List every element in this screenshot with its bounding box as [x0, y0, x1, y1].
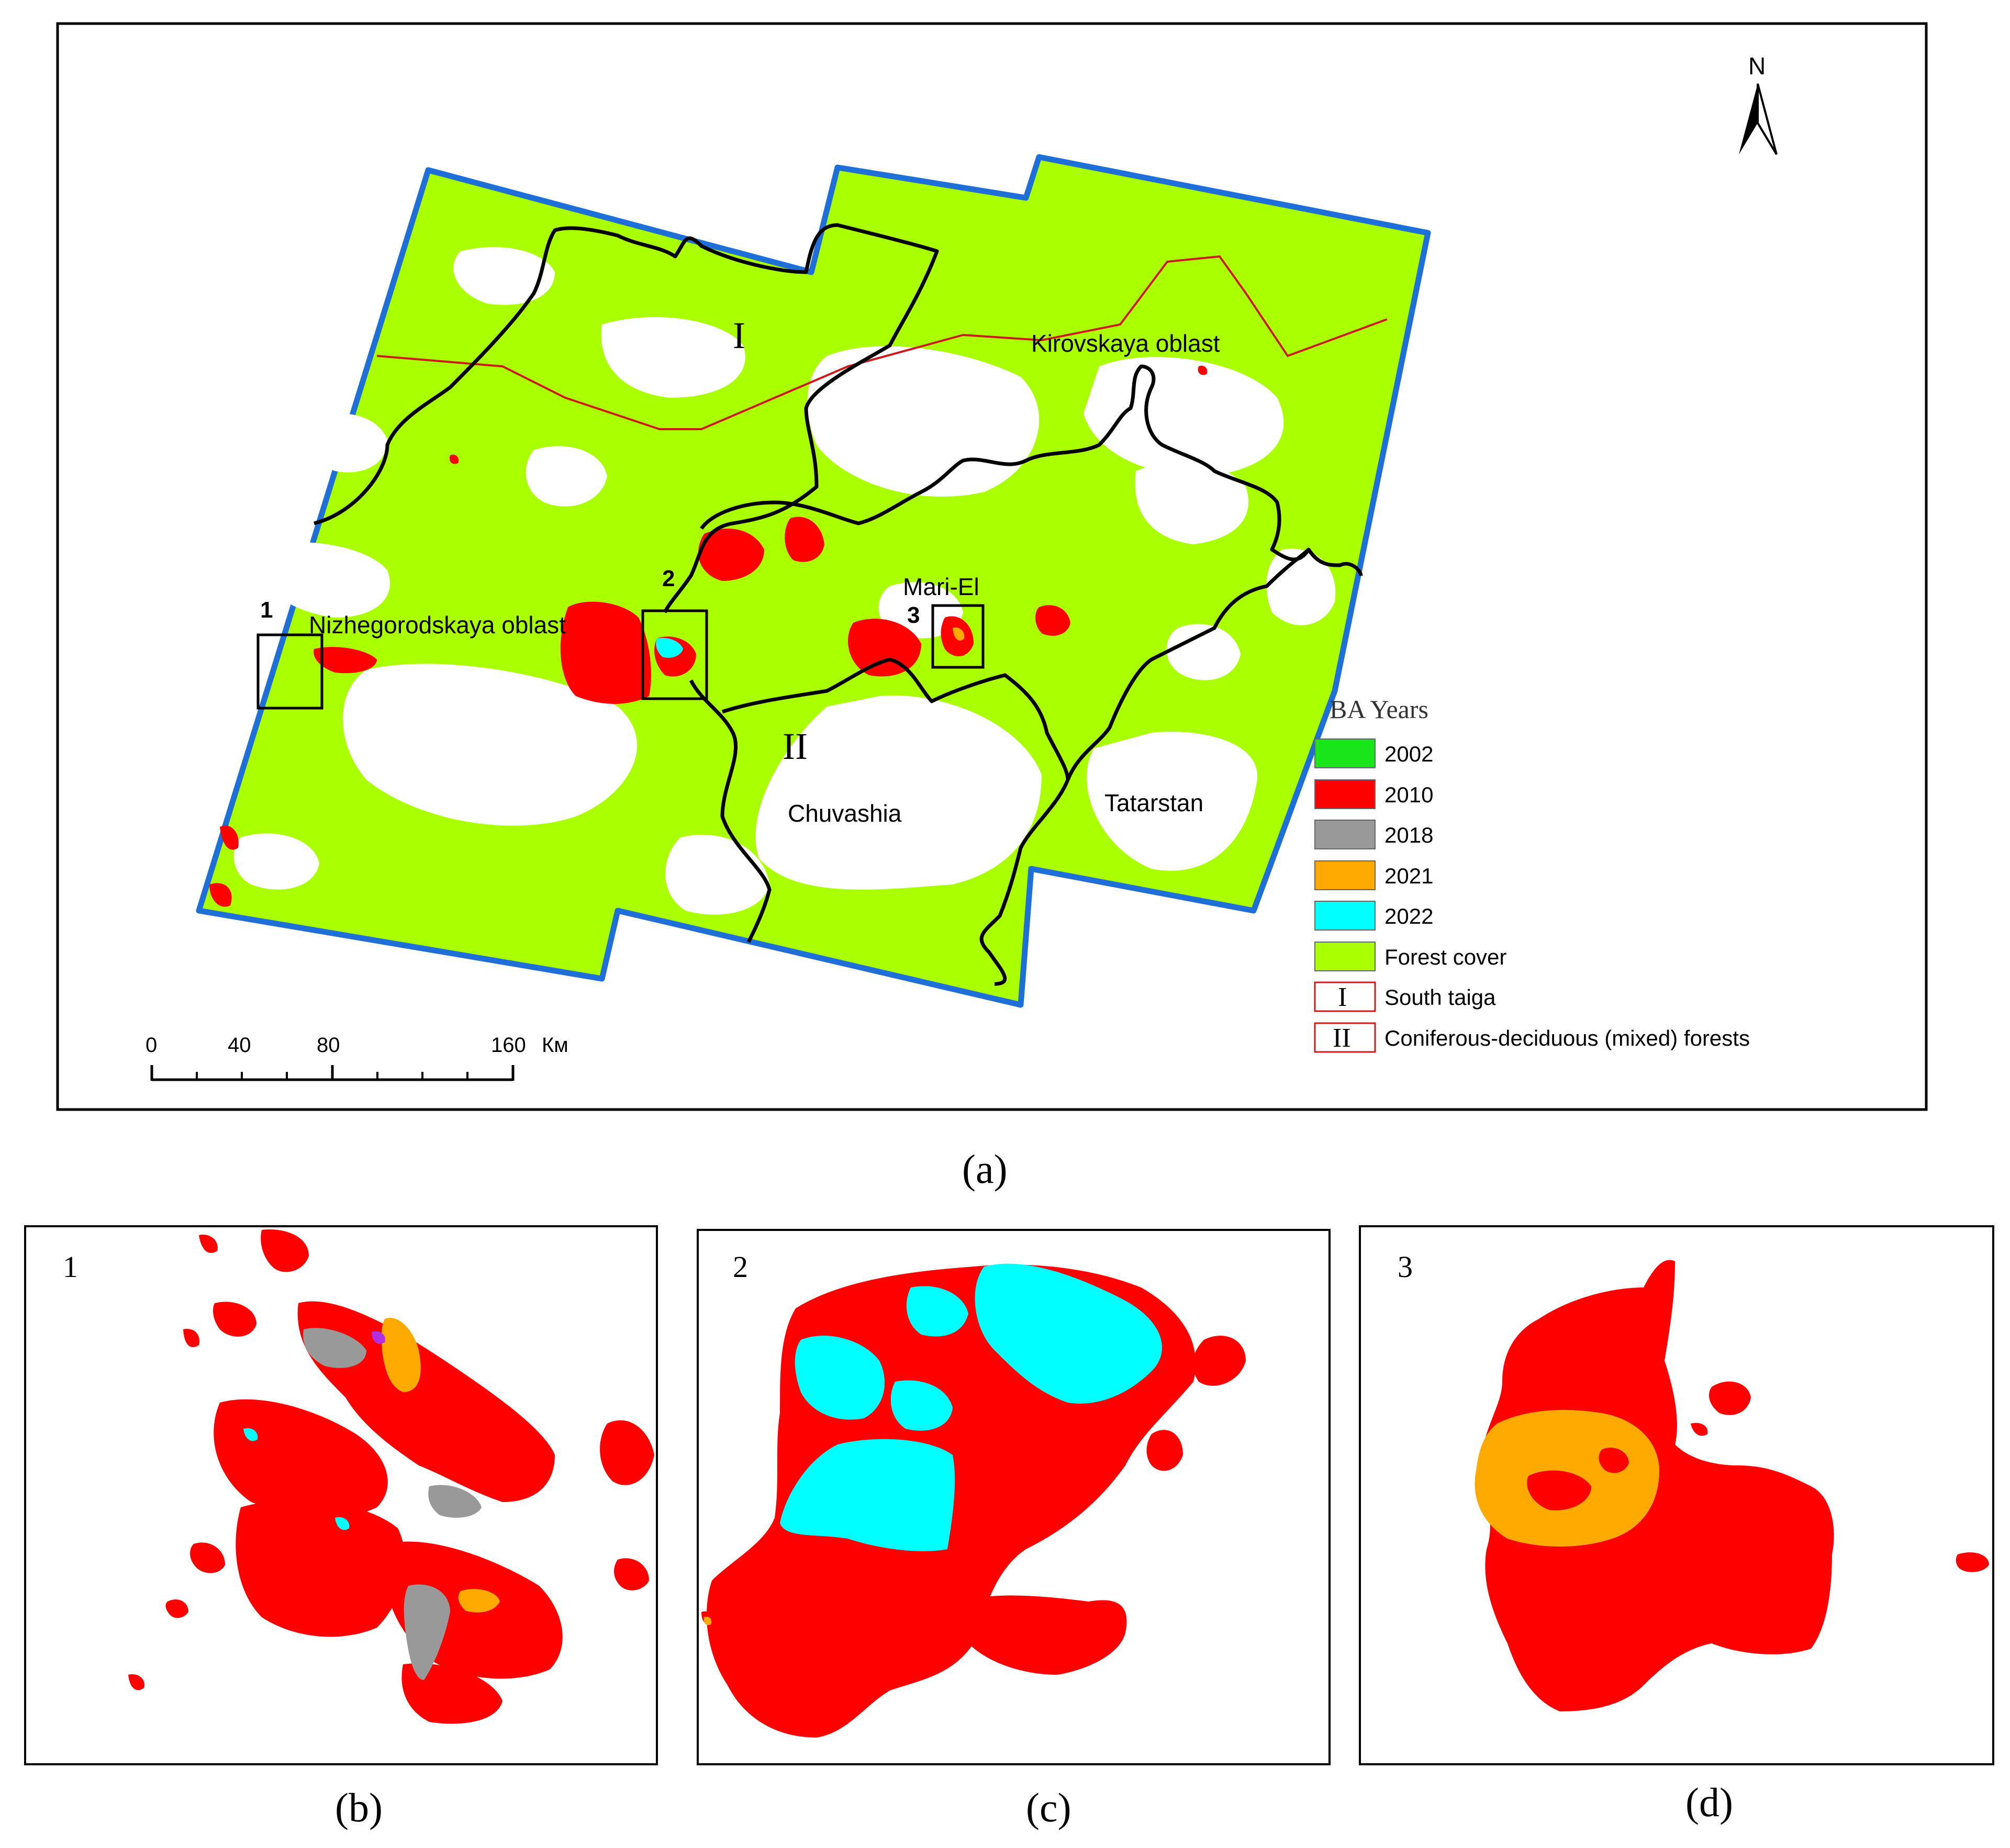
zone-label-south-taiga: I	[733, 315, 745, 356]
legend-swatch-2018	[1314, 820, 1376, 849]
legend-symbol-mixed-forests: II	[1333, 1023, 1351, 1053]
zone-boundaries	[314, 223, 1363, 986]
legend-label-2021: 2021	[1384, 864, 1433, 888]
panel-b-burn-map	[128, 1229, 654, 1724]
label-kirovskaya-oblast: Kirovskaya oblast	[1031, 330, 1220, 357]
burned-area-2021	[953, 627, 965, 641]
scale-tick-80: 80	[317, 1034, 340, 1057]
inset-label-2: 2	[662, 566, 675, 591]
north-arrow-icon: N	[1739, 52, 1778, 155]
legend-label-forest: Forest cover	[1384, 945, 1506, 969]
panel-d-burn-map	[1475, 1260, 1989, 1711]
legend-swatch-mixed-forests	[1314, 1022, 1376, 1053]
legend-label-2022: 2022	[1384, 904, 1433, 928]
legend-label-2018: 2018	[1384, 823, 1433, 847]
scale-unit: Км	[542, 1034, 568, 1057]
legend-title: BA Years	[1330, 695, 1428, 724]
inset-box-3	[931, 604, 985, 669]
inset-boxes	[256, 604, 985, 710]
oblast-boundary	[376, 255, 1388, 430]
scale-tick-0: 0	[146, 1034, 157, 1057]
label-chuvashia: Chuvashia	[788, 800, 902, 827]
burned-area-2022	[656, 637, 683, 658]
legend-swatch-forest	[1314, 942, 1376, 971]
panel-c-burn-map	[701, 1263, 1246, 1738]
scale-bar: 0 40 80 160 Км	[146, 1034, 568, 1081]
legend-swatch-2010	[1314, 779, 1376, 809]
legend-swatch-2021	[1314, 860, 1376, 890]
inset-box-1	[256, 633, 323, 710]
zone-label-mixed-forests: II	[783, 725, 808, 767]
north-label: N	[1748, 52, 1766, 80]
caption-d: (d)	[1685, 1779, 1733, 1825]
scale-tick-160: 160	[491, 1034, 526, 1057]
legend: BA Years 2002 2010 2018 2021 2022 Forest…	[1314, 695, 1750, 1053]
label-nizhegorodskaya-oblast: Nizhegorodskaya oblast	[309, 611, 566, 639]
label-tatarstan: Tatarstan	[1104, 789, 1203, 816]
legend-label-mixed-forests: Coniferous-deciduous (mixed) forests	[1384, 1026, 1750, 1050]
legend-label-south-taiga: South taiga	[1384, 985, 1496, 1010]
caption-b: (b)	[335, 1785, 383, 1830]
inset-box-2	[641, 609, 708, 700]
legend-label-2010: 2010	[1384, 782, 1433, 807]
caption-a: (a)	[962, 1146, 1008, 1192]
scale-tick-40: 40	[228, 1034, 251, 1057]
legend-swatch-south-taiga	[1314, 981, 1376, 1012]
panel-b-number: 1	[63, 1250, 78, 1284]
label-mari-el: Mari-El	[903, 573, 979, 600]
legend-swatch-2002	[1314, 738, 1376, 768]
burned-area-2010	[209, 365, 1208, 907]
inset-label-1: 1	[260, 597, 273, 623]
inset-label-3: 3	[907, 602, 920, 628]
panel-c-number: 2	[733, 1250, 748, 1284]
legend-symbol-south-taiga: I	[1338, 982, 1347, 1012]
caption-c: (c)	[1026, 1785, 1071, 1830]
legend-swatch-2022	[1314, 901, 1376, 931]
panel-d-number: 3	[1398, 1250, 1413, 1284]
legend-label-2002: 2002	[1384, 742, 1433, 766]
